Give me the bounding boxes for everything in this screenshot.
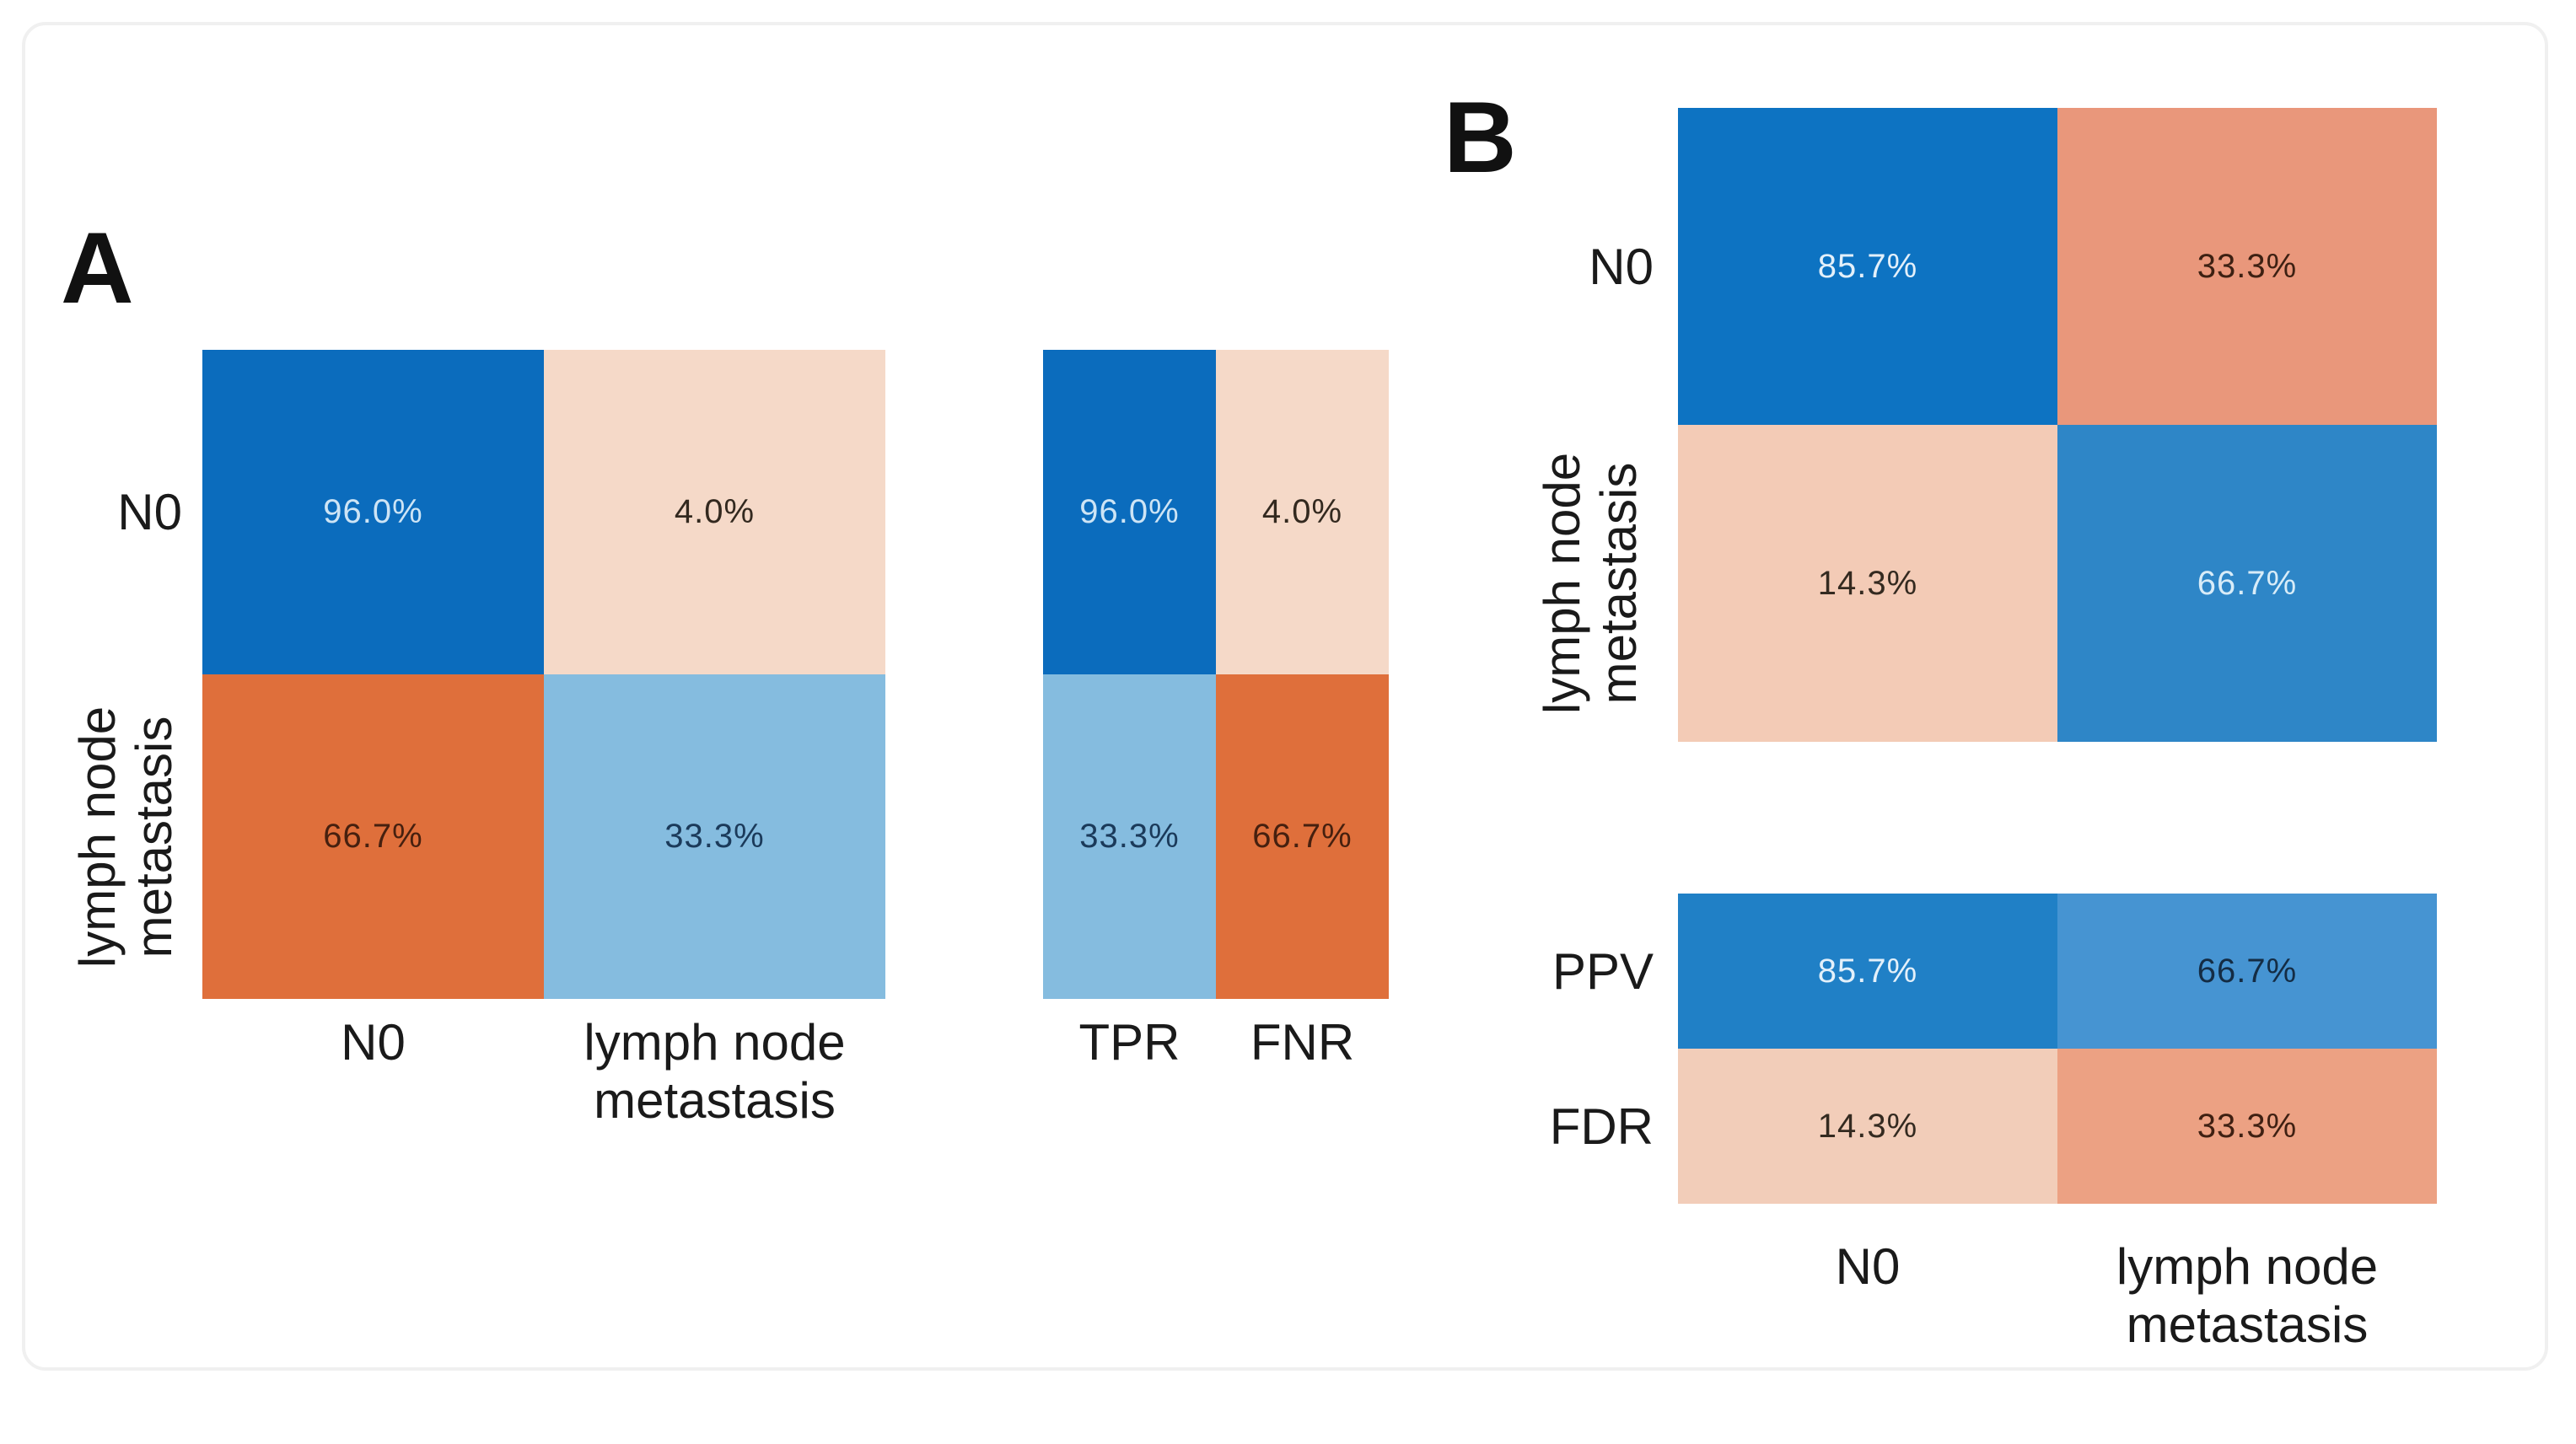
- rate-a-cell-fnr-top: 4.0%: [1216, 350, 1389, 674]
- rate-a-cell-fnr-bottom: 66.7%: [1216, 674, 1389, 999]
- matrix-b-cell-top-right: 33.3%: [2057, 108, 2437, 425]
- matrix-a-row-label-metastasis-text: lymph node metastasis: [68, 706, 182, 968]
- rate-a-cell-tpr-bottom: 33.3%: [1043, 674, 1216, 999]
- rate-b-col-label-metastasis: lymph node metastasis: [2116, 1238, 2379, 1353]
- matrix-a-cell-top-left: 96.0%: [202, 350, 544, 674]
- matrix-a-cell-bottom-left: 66.7%: [202, 674, 544, 999]
- rate-a-col-label-tpr: TPR: [1078, 1014, 1180, 1071]
- panel-a-label: A: [61, 212, 134, 325]
- matrix-a-row-label-n0: N0: [117, 484, 182, 540]
- matrix-b-cell-bottom-left: 14.3%: [1678, 425, 2057, 742]
- panel-b-label: B: [1444, 81, 1517, 194]
- matrix-a-col-label-n0: N0: [341, 1014, 406, 1071]
- rate-b-col-label-n0: N0: [1835, 1238, 1901, 1295]
- rate-a-cell-tpr-top: 96.0%: [1043, 350, 1216, 674]
- matrix-a-row-label-metastasis: lymph node metastasis: [63, 674, 188, 999]
- rate-b-cell-ppv-left: 85.7%: [1678, 894, 2057, 1049]
- matrix-a-cell-bottom-right: 33.3%: [544, 674, 885, 999]
- matrix-b-row-label-n0: N0: [1589, 238, 1654, 295]
- matrix-a-col-label-metastasis: lymph node metastasis: [583, 1014, 846, 1129]
- matrix-a-cell-top-right: 4.0%: [544, 350, 885, 674]
- matrix-b-row-label-metastasis: lymph node metastasis: [1528, 425, 1653, 742]
- rate-b-cell-ppv-right: 66.7%: [2057, 894, 2437, 1049]
- rate-b-cell-fdr-left: 14.3%: [1678, 1049, 2057, 1204]
- rate-b-cell-fdr-right: 33.3%: [2057, 1049, 2437, 1204]
- matrix-b-cell-bottom-right: 66.7%: [2057, 425, 2437, 742]
- matrix-b-row-label-metastasis-text: lymph node metastasis: [1533, 452, 1647, 715]
- rate-a-col-label-fnr: FNR: [1250, 1014, 1355, 1071]
- rate-b-row-label-fdr: FDR: [1549, 1098, 1654, 1155]
- matrix-b-cell-top-left: 85.7%: [1678, 108, 2057, 425]
- rate-b-row-label-ppv: PPV: [1552, 942, 1654, 1000]
